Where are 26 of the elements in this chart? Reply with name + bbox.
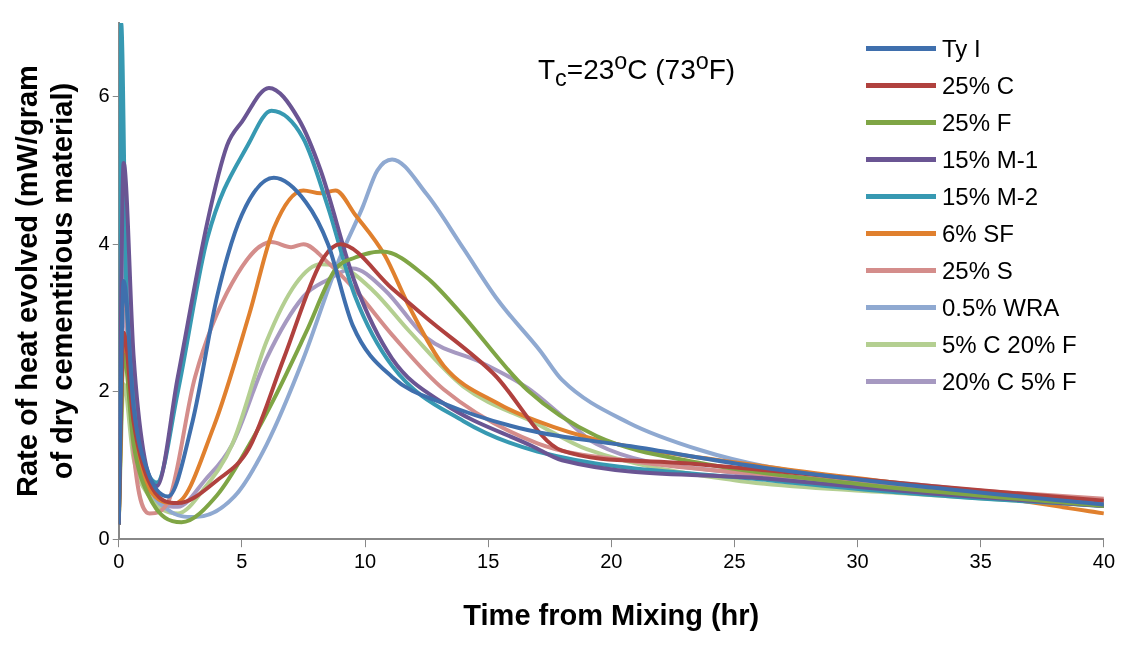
x-tick-label: 20	[600, 549, 623, 572]
legend-label: 15% M-1	[942, 145, 1039, 174]
x-tick-label: 5	[236, 549, 248, 572]
legend-label: 0.5% WRA	[942, 293, 1060, 322]
legend-label: 5% C 20% F	[942, 330, 1077, 359]
legend-label: 25% C	[942, 71, 1015, 100]
legend-label: 25% F	[942, 108, 1012, 137]
y-tick-label: 4	[98, 231, 110, 254]
legend-label: Ty I	[942, 34, 981, 63]
annotation: T$_{c}$=23$^{o}$C (73$^{o}$F)	[538, 48, 736, 92]
y-axis-title: Rate of heat evolved (mW/gram of dry cementitious material)	[11, 65, 79, 498]
y-tick-label: 2	[98, 379, 110, 402]
x-axis-title: Time from Mixing (hr)	[463, 598, 760, 631]
legend-label: 20% C 5% F	[942, 367, 1077, 396]
x-tick-label: 15	[477, 549, 500, 572]
y-tick-label: 6	[98, 84, 110, 107]
x-tick-label: 10	[353, 549, 377, 572]
x-tick-label: 0	[113, 549, 125, 572]
legend-label: 6% SF	[942, 219, 1015, 248]
x-tick-label: 30	[846, 549, 869, 572]
legend-label: 25% S	[942, 256, 1013, 285]
legend-label: 15% M-2	[942, 182, 1039, 211]
x-tick-label: 40	[1092, 549, 1115, 572]
x-tick-label: 25	[723, 549, 746, 572]
x-tick-label: 35	[969, 549, 992, 572]
y-tick-label: 0	[98, 526, 110, 549]
